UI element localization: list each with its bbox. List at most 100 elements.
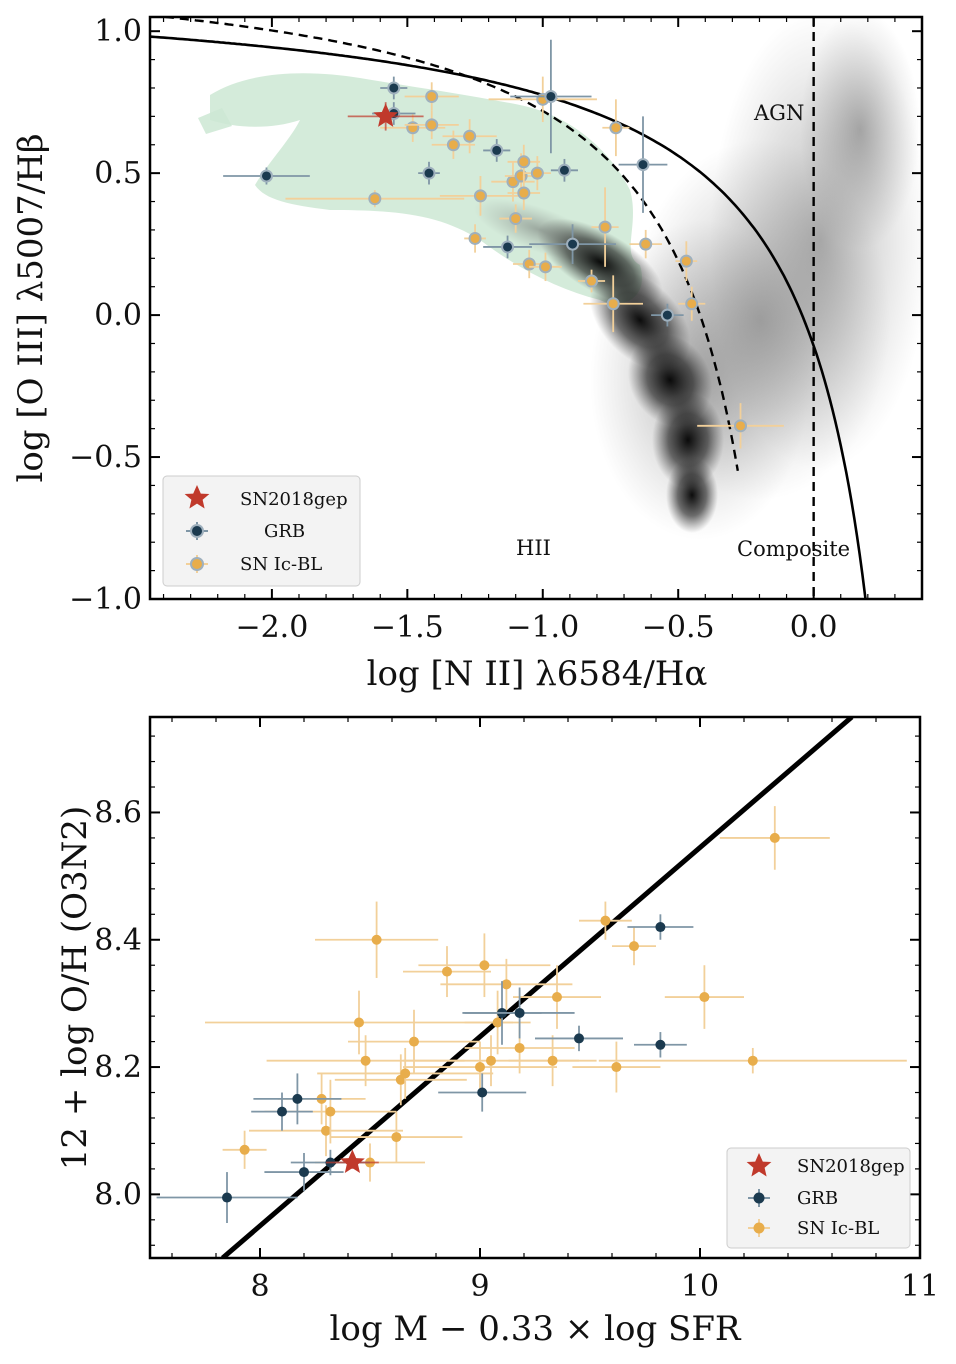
snicbl-point [425, 118, 439, 132]
y-tick-label: −0.5 [69, 440, 142, 475]
y-tick-label: 1.0 [94, 14, 142, 49]
bpt-points [223, 39, 784, 449]
grb-point [544, 89, 558, 103]
legend-label-grb: GRB [797, 1188, 838, 1209]
legend-grb-marker [186, 522, 208, 540]
grb-point [477, 1087, 488, 1098]
snicbl-point [509, 212, 523, 226]
kewley-line [150, 35, 867, 599]
snicbl-point [468, 231, 482, 245]
snicbl-point [699, 992, 710, 1003]
snicbl-point [406, 121, 420, 135]
snicbl-point [400, 1068, 411, 1079]
snicbl-point [538, 260, 552, 274]
snicbl-point [492, 1017, 503, 1028]
snicbl-point [547, 1055, 558, 1066]
grb-point [292, 1093, 303, 1104]
y-tick-label: 0.0 [94, 298, 142, 333]
y-tick-label: 8.0 [94, 1177, 142, 1212]
y-tick-label: −1.0 [69, 582, 142, 617]
snicbl-point [446, 138, 460, 152]
legend-snicbl-marker [748, 1219, 770, 1237]
snicbl-point [530, 166, 544, 180]
snicbl-point [552, 992, 562, 1003]
legend-star-icon [184, 485, 210, 509]
metallicity-frame [148, 715, 922, 1260]
metallicity-points [156, 806, 907, 1223]
sn2018gep-star-icon [340, 1149, 365, 1174]
legend-label-snicbl: SN Ic-BL [797, 1218, 879, 1239]
sn2018gep-star-icon [373, 103, 399, 127]
bpt-y-axis-label: log [O III] λ5007/Hβ [11, 133, 51, 482]
grb-point [655, 922, 666, 933]
legend-star-icon [746, 1153, 772, 1177]
snicbl-point [479, 960, 490, 971]
snicbl-point [486, 1055, 496, 1066]
snicbl-point [501, 979, 512, 990]
y-tick-label: 0.5 [94, 156, 142, 191]
grb-point [636, 158, 650, 172]
snicbl-point [463, 129, 477, 143]
grb-point [574, 1033, 584, 1044]
x-tick-label: −2.0 [235, 610, 308, 645]
metallicity-legend-box [726, 1147, 911, 1249]
region-label-hii: HII [516, 536, 551, 560]
x-tick-label: −0.5 [642, 610, 715, 645]
grb-point [655, 1039, 666, 1050]
snicbl-point [368, 192, 382, 206]
snicbl-point [734, 419, 748, 433]
snicbl-point [679, 254, 693, 268]
legend-label-sn2018gep: SN2018gep [240, 489, 348, 510]
region-label-agn: AGN [753, 101, 804, 125]
grb-point [660, 308, 674, 322]
snicbl-point [522, 257, 536, 271]
grb-point [259, 169, 273, 183]
snicbl-point [514, 169, 528, 183]
bpt-legend: SN2018gep GRB SN Ic-BL [162, 475, 361, 587]
snicbl-point [321, 1125, 331, 1136]
x-tick-label: 9 [470, 1269, 489, 1304]
metallicity-legend: SN2018gep GRB SN Ic-BL [726, 1147, 911, 1249]
grb-point [222, 1192, 232, 1203]
snicbl-point [600, 915, 611, 926]
snicbl-point [598, 220, 612, 234]
kauffmann-line [154, 17, 739, 472]
snicbl-point [606, 297, 620, 311]
snicbl-point [409, 1036, 419, 1047]
bpt-plot-area [150, 17, 922, 599]
snicbl-point [769, 832, 780, 843]
bpt-frame [148, 15, 924, 601]
grb-point [514, 1007, 525, 1018]
metallicity-panel: 8 9 10 11 8.0 8.2 8.4 8.6 log M − 0.33 × log SF… [55, 715, 939, 1349]
legend-label-sn2018gep: SN2018gep [797, 1156, 905, 1177]
bpt-legend-box [162, 475, 361, 587]
grb-point [557, 163, 571, 177]
snicbl-point [391, 1132, 402, 1143]
snicbl-point [517, 186, 531, 200]
metallicity-x-axis-label: log M − 0.33 × log SFR [329, 1309, 741, 1349]
snicbl-point [325, 1106, 336, 1117]
x-tick-label: 10 [681, 1269, 719, 1304]
snicbl-point [475, 1062, 485, 1073]
host-region-shade-fleck [198, 108, 232, 134]
snicbl-point [442, 966, 452, 977]
grb-point [387, 81, 401, 95]
grb-point [299, 1167, 309, 1178]
y-tick-label: 8.4 [94, 923, 142, 958]
snicbl-point [371, 934, 382, 945]
x-tick-label: −1.0 [506, 610, 579, 645]
legend-label-snicbl: SN Ic-BL [240, 554, 322, 575]
snicbl-point [473, 189, 487, 203]
y-tick-label: 8.6 [94, 795, 142, 830]
bpt-panel: −2.0 −1.5 −1.0 −0.5 0.0 −1.0 −0.5 0.0 0.5 1.0 AGN… [11, 14, 924, 694]
snicbl-point [239, 1144, 250, 1155]
grb-point [490, 143, 504, 157]
bpt-x-axis-label: log [N II] λ6584/Hα [367, 654, 708, 694]
snicbl-point [747, 1055, 758, 1066]
grb-point [501, 240, 515, 254]
snicbl-point [360, 1055, 371, 1066]
snicbl-point [629, 941, 639, 952]
x-tick-label: −1.5 [371, 610, 444, 645]
x-tick-label: 8 [250, 1269, 269, 1304]
